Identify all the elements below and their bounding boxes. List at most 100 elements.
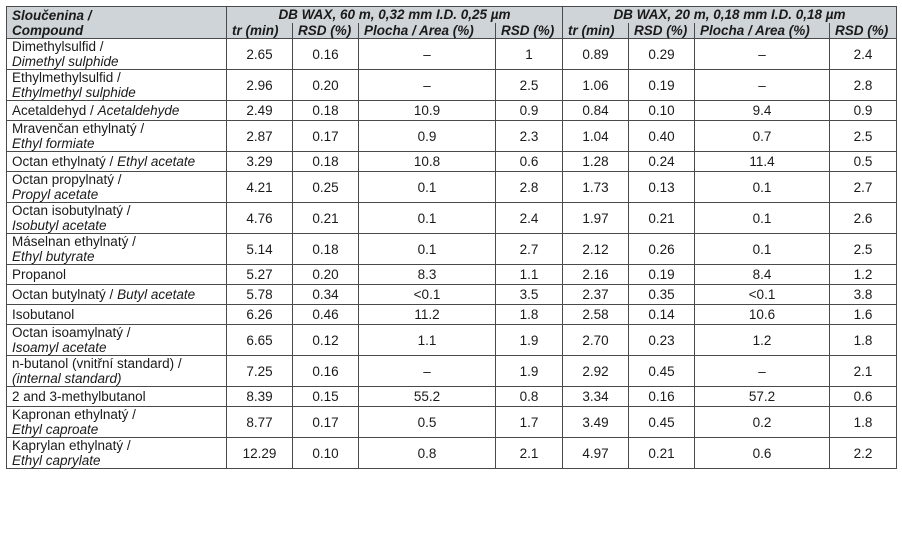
- area-rsd-2-cell: 2.1: [829, 355, 897, 387]
- compound-name-cs: Octan butylnatý /: [12, 287, 118, 302]
- area-rsd-2-cell: 1.8: [829, 324, 897, 356]
- area-2-cell: 0.1: [694, 202, 830, 234]
- compound-name-cell: Octan butylnatý / Butyl acetate: [6, 284, 227, 305]
- rsd-1-cell: 0.17: [292, 406, 359, 438]
- area-2-cell: 11.4: [694, 151, 830, 172]
- area-1-cell: 0.1: [358, 233, 496, 265]
- area-1-cell: 0.1: [358, 171, 496, 203]
- rsd-2-cell: 0.45: [628, 355, 695, 387]
- compound-name-cs: Octan isoamylnatý /: [12, 325, 131, 341]
- area-1-cell: 10.8: [358, 151, 496, 172]
- compound-name-cell: n-butanol (vnitřní standard) / (internal …: [6, 355, 227, 387]
- tr-1-cell: 2.96: [226, 69, 293, 101]
- header-compound-en: Compound: [12, 23, 84, 38]
- area-rsd-1-cell: 2.7: [495, 233, 563, 265]
- area-1-cell: 11.2: [358, 304, 496, 325]
- area-rsd-2-cell: 1.8: [829, 406, 897, 438]
- area-rsd-2-cell: 2.5: [829, 120, 897, 152]
- area-1-cell: 10.9: [358, 100, 496, 121]
- tr-2-cell: 1.73: [562, 171, 629, 203]
- compound-name-cs: Máselnan ethylnatý /: [12, 234, 136, 250]
- area-1-cell: 1.1: [358, 324, 496, 356]
- header-row-groups: Sloučenina / Compound DB WAX, 60 m, 0,32…: [6, 6, 897, 39]
- area-rsd-1-cell: 1.9: [495, 324, 563, 356]
- area-rsd-2-cell: 2.7: [829, 171, 897, 203]
- tr-1-cell: 4.76: [226, 202, 293, 234]
- table-body: Dimethylsulfid / Dimethyl sulphide 2.65 0.1…: [6, 38, 897, 469]
- area-2-cell: 1.2: [694, 324, 830, 356]
- compound-name-cs: Octan isobutylnatý /: [12, 203, 131, 219]
- tr-2-cell: 2.12: [562, 233, 629, 265]
- table-row: Acetaldehyd / Acetaldehyde 2.49 0.18 10.9 0.…: [6, 100, 897, 121]
- tr-1-cell: 6.65: [226, 324, 293, 356]
- header-col-area-rsd-2: RSD (%): [829, 22, 897, 39]
- area-rsd-1-cell: 0.6: [495, 151, 563, 172]
- area-rsd-1-cell: 0.9: [495, 100, 563, 121]
- rsd-2-cell: 0.13: [628, 171, 695, 203]
- header-row-columns: tr (min) RSD (%) Plocha / Area (%) RSD (…: [7, 22, 897, 39]
- compound-name-en: Ethyl caproate: [12, 422, 99, 437]
- rsd-2-cell: 0.26: [628, 233, 695, 265]
- table-row: Dimethylsulfid / Dimethyl sulphide 2.65 0.1…: [6, 38, 897, 70]
- table-row: Kaprylan ethylnatý / Ethyl caprylate 12.29…: [6, 437, 897, 469]
- chromatography-results-table: Sloučenina / Compound DB WAX, 60 m, 0,32…: [6, 6, 897, 469]
- compound-name-cs: Dimethylsulfid /: [12, 39, 104, 55]
- area-2-cell: 57.2: [694, 386, 830, 407]
- compound-name-cs: Acetaldehyd /: [12, 103, 98, 118]
- tr-2-cell: 0.89: [562, 38, 629, 70]
- tr-2-cell: 0.84: [562, 100, 629, 121]
- header-col-area-2: Plocha / Area (%): [694, 22, 830, 39]
- compound-name-en: Propyl acetate: [12, 187, 99, 202]
- area-rsd-1-cell: 0.8: [495, 386, 563, 407]
- area-rsd-2-cell: 2.4: [829, 38, 897, 70]
- area-rsd-1-cell: 1.7: [495, 406, 563, 438]
- rsd-1-cell: 0.17: [292, 120, 359, 152]
- compound-name-en: Isoamyl acetate: [12, 340, 107, 355]
- compound-name-cell: Máselnan ethylnatý / Ethyl butyrate: [6, 233, 227, 265]
- rsd-1-cell: 0.20: [292, 69, 359, 101]
- tr-1-cell: 5.14: [226, 233, 293, 265]
- area-1-cell: 0.1: [358, 202, 496, 234]
- tr-1-cell: 8.39: [226, 386, 293, 407]
- compound-name-cell: Dimethylsulfid / Dimethyl sulphide: [6, 38, 227, 70]
- compound-name-en: Ethyl butyrate: [12, 249, 95, 264]
- rsd-1-cell: 0.34: [292, 284, 359, 305]
- area-1-cell: –: [358, 38, 496, 70]
- compound-name-cell: Kapronan ethylnatý / Ethyl caproate: [6, 406, 227, 438]
- compound-name-cs: Kaprylan ethylnatý /: [12, 438, 131, 454]
- header-compound-cs: Sloučenina /: [12, 8, 92, 23]
- area-2-cell: <0.1: [694, 284, 830, 305]
- compound-name-cell: Mravenčan ethylnatý / Ethyl formiate: [6, 120, 227, 152]
- rsd-2-cell: 0.23: [628, 324, 695, 356]
- area-2-cell: 0.1: [694, 233, 830, 265]
- tr-2-cell: 1.04: [562, 120, 629, 152]
- rsd-2-cell: 0.19: [628, 69, 695, 101]
- header-col-rsd-2: RSD (%): [628, 22, 695, 39]
- compound-name-cs: Isobutanol: [12, 307, 75, 322]
- header-column-group-1: DB WAX, 60 m, 0,32 mm I.D. 0,25 µm: [226, 6, 563, 23]
- tr-2-cell: 3.34: [562, 386, 629, 407]
- area-rsd-2-cell: 0.9: [829, 100, 897, 121]
- table-row: Octan ethylnatý / Ethyl acetate 3.29 0.18 1…: [6, 151, 897, 172]
- area-rsd-1-cell: 1: [495, 38, 563, 70]
- compound-name-cs: Propanol: [12, 267, 67, 282]
- compound-name-cell: Acetaldehyd / Acetaldehyde: [6, 100, 227, 121]
- table-row: Kapronan ethylnatý / Ethyl caproate 8.77 0.…: [6, 406, 897, 438]
- area-rsd-2-cell: 2.2: [829, 437, 897, 469]
- area-rsd-1-cell: 2.1: [495, 437, 563, 469]
- area-2-cell: –: [694, 69, 830, 101]
- compound-name-cell: 2 and 3-methylbutanol: [6, 386, 227, 407]
- compound-name-cs: 2 and 3-methylbutanol: [12, 389, 146, 404]
- compound-name-cell: Octan isobutylnatý / Isobutyl acetate: [6, 202, 227, 234]
- tr-2-cell: 2.16: [562, 264, 629, 285]
- area-rsd-2-cell: 2.6: [829, 202, 897, 234]
- tr-2-cell: 2.70: [562, 324, 629, 356]
- rsd-1-cell: 0.10: [292, 437, 359, 469]
- rsd-2-cell: 0.16: [628, 386, 695, 407]
- tr-2-cell: 2.37: [562, 284, 629, 305]
- rsd-1-cell: 0.18: [292, 151, 359, 172]
- tr-1-cell: 6.26: [226, 304, 293, 325]
- tr-2-cell: 4.97: [562, 437, 629, 469]
- area-rsd-2-cell: 1.2: [829, 264, 897, 285]
- area-rsd-1-cell: 1.9: [495, 355, 563, 387]
